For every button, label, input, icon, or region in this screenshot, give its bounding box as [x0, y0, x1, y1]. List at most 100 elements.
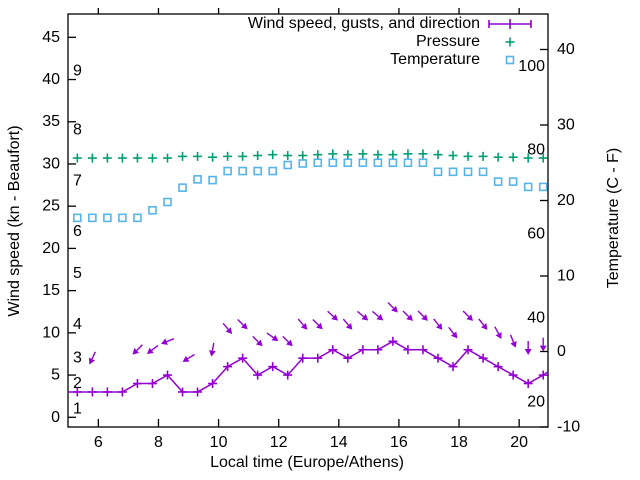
temperature-legend-sample-icon — [488, 51, 532, 69]
pressure-point — [328, 149, 338, 159]
x-axis-ticks: 6 8 10 12 14 16 18 20 — [94, 8, 528, 451]
plot-border — [67, 13, 549, 428]
x-tick-label: 16 — [390, 434, 408, 451]
gust-direction-arrow-icon — [146, 344, 159, 355]
pressure-point — [418, 149, 428, 159]
legend-label-wind: Wind speed, gusts, and direction — [247, 15, 480, 32]
y-right-tick-label: 10 — [557, 267, 575, 284]
temperature-point — [238, 166, 247, 176]
gust-direction-arrow-icon — [357, 310, 369, 321]
wind-speed-point — [388, 336, 398, 346]
wind-legend-sample-icon — [488, 15, 532, 33]
wind-speed-point — [162, 370, 172, 380]
wind-speed-point — [268, 362, 278, 372]
pressure-point — [373, 150, 383, 160]
beaufort-label: 7 — [73, 172, 82, 189]
x-tick-label: 6 — [94, 434, 103, 451]
temperature-point — [523, 182, 533, 192]
temperature-point — [283, 160, 293, 170]
pressure-point — [493, 152, 503, 162]
y-left-tick-label: 45 — [42, 29, 60, 46]
pressure-point — [223, 151, 233, 161]
temperature-point — [328, 158, 338, 168]
temperature-point — [178, 183, 187, 192]
gust-direction-arrow-icon — [433, 318, 443, 330]
x-tick-label: 14 — [330, 434, 348, 451]
gust-direction-arrow-icon — [160, 338, 175, 345]
temperature-point — [418, 158, 428, 168]
wind-speed-point — [117, 387, 127, 397]
x-tick-label: 18 — [450, 434, 468, 451]
x-tick-label: 12 — [270, 434, 288, 451]
temperature-point — [298, 159, 308, 168]
wind-speed-point — [538, 370, 548, 380]
temperature-point — [478, 167, 488, 177]
wind-speed-point — [238, 353, 248, 363]
gust-direction-arrow-icon — [462, 310, 473, 321]
beaufort-label: 9 — [73, 63, 82, 80]
wind-speed-point — [328, 345, 338, 355]
gust-direction-arrow-icon — [417, 310, 428, 321]
gust-direction-arrow-icon — [252, 335, 263, 347]
wind-speed-point — [433, 353, 443, 363]
pressure-point — [208, 152, 218, 162]
temperature-point — [493, 177, 503, 186]
fahrenheit-scale-labels: 20 40 60 80 100 — [518, 58, 545, 411]
fahrenheit-label: 40 — [527, 309, 545, 326]
y-left-axis-ticks: 0 5 10 15 20 25 30 35 40 45 — [42, 29, 76, 426]
pressure-point — [523, 153, 533, 163]
pressure-point — [538, 153, 548, 163]
wind-speed-point — [102, 387, 112, 397]
gust-direction-arrow-icon — [132, 344, 143, 355]
beaufort-label: 3 — [73, 350, 82, 367]
beaufort-label: 4 — [73, 316, 82, 333]
wind-speed-point — [223, 362, 233, 372]
gust-direction-arrow-icon — [222, 322, 233, 334]
pressure-point — [388, 150, 398, 160]
pressure-point — [162, 153, 172, 163]
pressure-point — [448, 151, 458, 161]
fahrenheit-label: 60 — [527, 226, 545, 243]
temperature-point — [358, 158, 368, 168]
x-tick-label: 20 — [510, 434, 528, 451]
wind-speed-point — [523, 379, 533, 389]
gust-direction-arrow-icon — [312, 318, 323, 330]
wind-speed-point — [147, 379, 157, 389]
gust-direction-arrow-icon — [266, 332, 279, 342]
temperature-point — [103, 213, 112, 223]
gust-direction-arrow-icon — [297, 318, 308, 330]
y-left-tick-label: 25 — [42, 198, 60, 215]
wind-speed-point — [418, 345, 428, 355]
temperature-point — [118, 213, 127, 223]
wind-speed-point — [373, 345, 383, 355]
temperature-point — [253, 166, 262, 176]
pressure-point — [463, 151, 473, 161]
pressure-point — [132, 153, 142, 163]
temperature-point — [313, 158, 323, 168]
fahrenheit-label: 100 — [518, 58, 545, 75]
wind-speed-point — [358, 345, 368, 355]
gust-direction-arrow-icon — [539, 337, 547, 352]
wind-speed-point — [493, 362, 503, 372]
pressure-point — [478, 151, 488, 161]
beaufort-scale-labels: 1 2 3 4 5 6 7 8 9 — [73, 63, 82, 418]
gust-direction-arrow-icon — [509, 334, 517, 348]
wind-speed-point — [478, 353, 488, 363]
y-right-tick-label: 20 — [557, 192, 575, 209]
temperature-point — [163, 197, 172, 207]
wind-speed-point — [208, 379, 218, 389]
temperature-point — [133, 213, 142, 223]
wind-speed-point — [403, 345, 413, 355]
y-left-tick-label: 10 — [42, 324, 60, 341]
gust-direction-arrow-icon — [88, 351, 96, 365]
pressure-point — [102, 153, 112, 163]
pressure-point — [72, 153, 82, 163]
temperature-point — [88, 213, 97, 223]
pressure-series — [72, 149, 548, 163]
wind-speed-point — [132, 379, 142, 389]
temperature-point — [223, 166, 232, 176]
y-left-tick-label: 0 — [51, 409, 60, 426]
gust-direction-arrow-icon — [402, 310, 413, 321]
wind-speed-line — [68, 340, 549, 393]
